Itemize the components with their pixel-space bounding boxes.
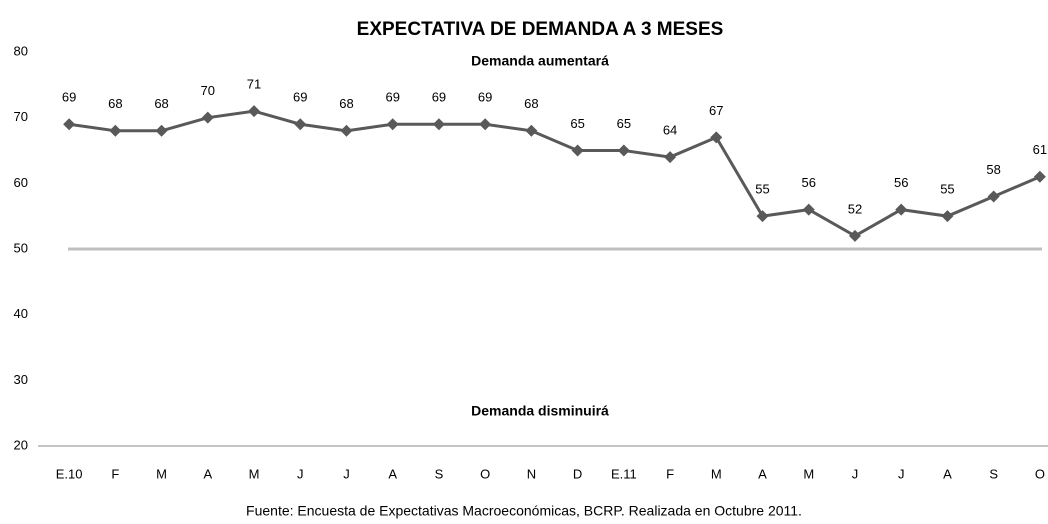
data-label: 69 [432,90,446,105]
data-point [571,144,584,157]
data-label: 69 [385,90,399,105]
data-label: 65 [617,116,631,131]
x-tick-label: A [203,466,212,481]
data-point [479,118,492,131]
data-point [109,124,122,137]
data-point [340,124,353,137]
x-tick-label: A [943,466,952,481]
x-tick-label: M [803,466,814,481]
annotation: Demanda aumentará [471,53,609,69]
data-label: 56 [802,175,816,190]
x-tick-label: O [480,466,490,481]
data-label: 69 [62,90,76,105]
x-tick-label: F [666,466,674,481]
data-label: 68 [154,96,168,111]
data-label: 56 [894,175,908,190]
data-point [941,210,954,223]
data-label: 70 [201,83,215,98]
data-point [710,131,723,144]
data-point [432,118,445,131]
y-tick-label: 80 [14,43,28,58]
data-point [848,229,861,242]
data-point [155,124,168,137]
data-label: 69 [478,90,492,105]
y-tick-label: 70 [14,109,28,124]
data-point [248,105,261,118]
x-tick-label: E.11 [611,466,637,481]
data-point [664,151,677,164]
data-label: 69 [293,90,307,105]
data-point [63,118,76,131]
data-point [294,118,307,131]
x-tick-label: J [343,466,350,481]
data-point [756,210,769,223]
data-label: 68 [524,96,538,111]
data-point [201,111,214,124]
x-tick-label: J [297,466,304,481]
x-tick-label: J [852,466,859,481]
data-point [987,190,1000,203]
x-tick-label: M [156,466,167,481]
data-label: 58 [986,162,1000,177]
data-label: 67 [709,103,723,118]
x-tick-label: O [1035,466,1045,481]
y-tick-label: 30 [14,372,28,387]
x-tick-label: N [527,466,536,481]
x-tick-label: E.10 [56,466,83,481]
data-point [895,203,908,216]
y-tick-label: 40 [14,306,28,321]
y-tick-label: 60 [14,175,28,190]
data-point [1033,170,1046,183]
y-tick-label: 20 [14,437,28,452]
y-tick-label: 50 [14,240,28,255]
x-tick-label: S [989,466,998,481]
data-point [525,124,538,137]
data-point [617,144,630,157]
x-tick-label: S [435,466,444,481]
x-tick-label: M [249,466,260,481]
data-label: 71 [247,77,261,92]
data-label: 61 [1033,142,1047,157]
data-point [386,118,399,131]
data-label: 68 [339,96,353,111]
data-label: 64 [663,123,677,138]
x-tick-label: J [898,466,905,481]
chart-title: EXPECTATIVA DE DEMANDA A 3 MESES [357,19,724,40]
data-label: 55 [940,182,954,197]
x-tick-label: M [711,466,722,481]
data-label: 65 [570,116,584,131]
data-line [68,109,1041,238]
x-tick-label: D [573,466,582,481]
annotation: Demanda disminuirá [471,403,609,419]
x-tick-label: A [758,466,767,481]
data-label: 52 [848,201,862,216]
data-label: 68 [108,96,122,111]
data-label: 55 [755,182,769,197]
data-point [802,203,815,216]
x-tick-label: A [388,466,397,481]
x-tick-label: F [111,466,119,481]
source-note: Fuente: Encuesta de Expectativas Macroec… [246,503,802,519]
